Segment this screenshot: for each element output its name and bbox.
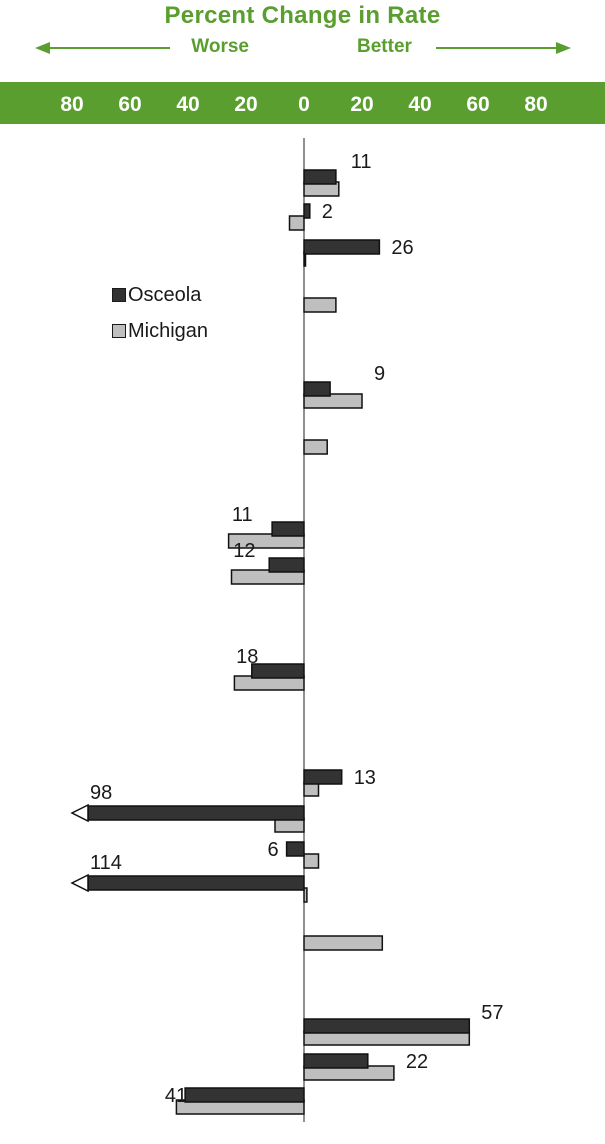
- bar-osceola: [271, 521, 305, 537]
- data-label-osceola: 13: [354, 767, 376, 789]
- bar-osceola: [87, 805, 305, 821]
- x-tick-label: 0: [298, 93, 310, 116]
- data-label-osceola: 41: [165, 1085, 187, 1107]
- legend-label-osceola: Osceola: [128, 284, 202, 306]
- bar-michigan: [230, 569, 305, 585]
- bar-osceola: [303, 381, 331, 397]
- bar-osceola: [303, 239, 381, 255]
- data-label-osceola: 6: [267, 839, 278, 861]
- data-label-osceola: 114: [90, 852, 122, 874]
- bar-osceola: [303, 203, 311, 219]
- bar-osceola: [251, 663, 305, 679]
- legend-swatch-michigan: [112, 324, 126, 338]
- worse-label: Worse: [191, 36, 249, 57]
- bar-osceola: [87, 875, 305, 891]
- bar-michigan: [303, 887, 308, 903]
- chart-title: Percent Change in Rate: [164, 2, 441, 29]
- bar-michigan: [303, 393, 363, 409]
- data-label-osceola: 98: [90, 782, 112, 804]
- bar-osceola: [184, 1087, 305, 1103]
- data-label-osceola: 57: [481, 1002, 503, 1024]
- x-tick-label: 20: [350, 93, 373, 116]
- x-tick-label: 80: [60, 93, 83, 116]
- legend-item-osceola: Osceola: [112, 284, 201, 307]
- bar-osceola-arrowhead: [70, 873, 89, 893]
- x-tick-label: 60: [118, 93, 141, 116]
- data-label-osceola: 11: [351, 151, 372, 173]
- bar-michigan: [227, 533, 305, 549]
- data-label-osceola: 12: [233, 540, 255, 562]
- worse-arrow-head: [35, 42, 50, 54]
- legend-swatch-osceola: [112, 288, 126, 302]
- bar-osceola: [303, 169, 337, 185]
- data-label-osceola: 11: [232, 504, 253, 526]
- bar-michigan: [303, 297, 337, 313]
- bar-osceola: [303, 769, 343, 785]
- bar-osceola-arrowhead: [70, 803, 89, 823]
- better-label: Better: [357, 36, 412, 57]
- data-label-osceola: 2: [322, 201, 333, 223]
- bar-michigan: [303, 439, 328, 455]
- data-label-osceola: 26: [391, 237, 413, 259]
- x-tick-label: 80: [524, 93, 547, 116]
- x-tick-label: 60: [466, 93, 489, 116]
- data-label-osceola: 18: [236, 646, 258, 668]
- data-label-osceola: 22: [406, 1051, 428, 1073]
- data-label-osceola: 9: [374, 363, 385, 385]
- bar-michigan: [303, 853, 320, 869]
- bar-osceola: [303, 1018, 471, 1034]
- bar-osceola: [303, 1053, 369, 1069]
- bar-osceola: [268, 557, 305, 573]
- bar-michigan: [303, 935, 384, 951]
- x-tick-label: 40: [176, 93, 199, 116]
- bar-michigan: [288, 215, 305, 231]
- axis-band: [0, 82, 605, 124]
- x-tick-label: 20: [234, 93, 257, 116]
- x-tick-label: 40: [408, 93, 431, 116]
- bar-osceola: [285, 841, 305, 857]
- legend-label-michigan: Michigan: [128, 320, 209, 342]
- legend-item-michigan: Michigan: [112, 320, 208, 343]
- better-arrow-head: [556, 42, 571, 54]
